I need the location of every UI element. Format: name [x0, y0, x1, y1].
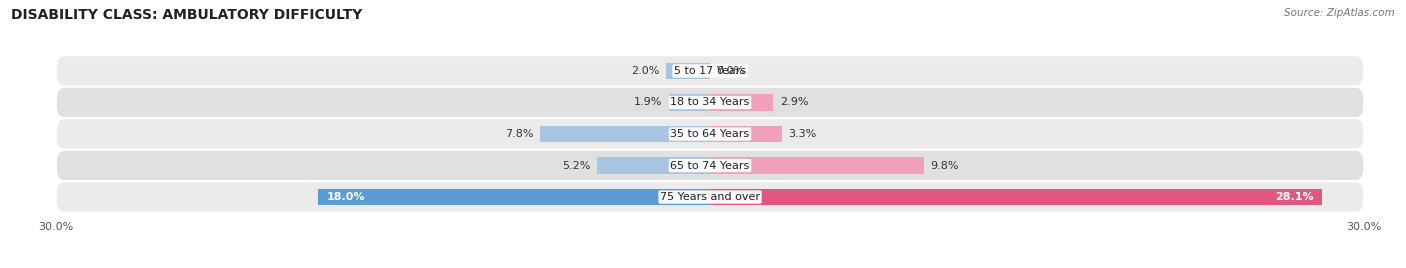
Bar	[596, 157, 710, 174]
FancyBboxPatch shape	[56, 55, 1364, 87]
Text: 2.0%: 2.0%	[631, 66, 659, 76]
FancyBboxPatch shape	[56, 181, 1364, 213]
Text: 9.8%: 9.8%	[931, 161, 959, 170]
Bar	[666, 63, 710, 79]
Bar	[710, 94, 773, 111]
Text: 0.0%: 0.0%	[717, 66, 745, 76]
Bar	[318, 189, 710, 205]
Text: 5.2%: 5.2%	[562, 161, 591, 170]
Bar	[669, 94, 710, 111]
Bar	[710, 157, 924, 174]
Text: 5 to 17 Years: 5 to 17 Years	[673, 66, 747, 76]
Text: 18.0%: 18.0%	[326, 192, 366, 202]
Text: 28.1%: 28.1%	[1275, 192, 1313, 202]
Text: 18 to 34 Years: 18 to 34 Years	[671, 98, 749, 107]
Bar	[540, 126, 710, 142]
FancyBboxPatch shape	[56, 150, 1364, 181]
FancyBboxPatch shape	[56, 118, 1364, 150]
Text: DISABILITY CLASS: AMBULATORY DIFFICULTY: DISABILITY CLASS: AMBULATORY DIFFICULTY	[11, 8, 363, 22]
Text: 1.9%: 1.9%	[634, 98, 662, 107]
FancyBboxPatch shape	[56, 87, 1364, 118]
Text: 35 to 64 Years: 35 to 64 Years	[671, 129, 749, 139]
Bar	[710, 126, 782, 142]
Bar	[710, 189, 1323, 205]
Text: 7.8%: 7.8%	[505, 129, 533, 139]
Text: 75 Years and over: 75 Years and over	[659, 192, 761, 202]
Text: 2.9%: 2.9%	[780, 98, 808, 107]
Text: 3.3%: 3.3%	[789, 129, 817, 139]
Text: 65 to 74 Years: 65 to 74 Years	[671, 161, 749, 170]
Text: Source: ZipAtlas.com: Source: ZipAtlas.com	[1284, 8, 1395, 18]
